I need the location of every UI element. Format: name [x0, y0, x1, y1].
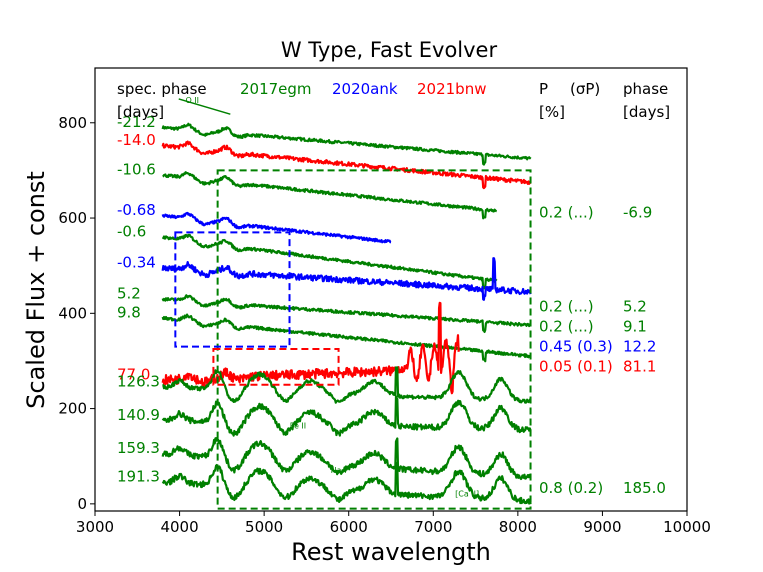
- phase-label--0.68: -0.68: [117, 201, 156, 219]
- polarization-value: 0.8 (0.2): [539, 479, 603, 497]
- spectrum-2020ank--0.34: [161, 257, 532, 301]
- annotation-oii: O II: [185, 96, 199, 105]
- legend-2020ank: 2020ank: [332, 80, 398, 98]
- polarization-phase: 81.1: [623, 358, 656, 376]
- phase-label--14.0: -14.0: [117, 131, 156, 149]
- axis-ticks: 3000 4000 5000 6000 7000 8000 9000 10000 0 200 400…: [58, 114, 711, 536]
- plot-area: -21.2-14.0-10.6-0.68-0.6-0.345.29.877.01…: [117, 96, 666, 510]
- polarization-value: 0.2 (...): [539, 203, 594, 221]
- x-tick-label: 3000: [76, 518, 114, 536]
- y-tick-label: 0: [77, 495, 87, 513]
- phase-label-159.3: 159.3: [117, 439, 160, 457]
- polarization-value: 0.05 (0.1): [539, 358, 613, 376]
- legend-2017egm: 2017egm: [240, 80, 312, 98]
- x-tick-label: 6000: [330, 518, 368, 536]
- annotation-caii: [Ca II]: [455, 490, 479, 499]
- y-tick-label: 800: [58, 114, 87, 132]
- phase-label-5.2: 5.2: [117, 284, 141, 302]
- polarization-phase: -6.9: [623, 203, 652, 221]
- annotation-nai: Na I: [331, 466, 347, 475]
- spectrum-2021bnw--14.0: [161, 140, 532, 190]
- y-tick-label: 200: [58, 400, 87, 418]
- p-label: P: [539, 80, 548, 98]
- polarization-phase: 185.0: [623, 479, 666, 497]
- phase-label-77.0: 77.0: [117, 365, 150, 383]
- polarization-phase: 12.2: [623, 338, 656, 356]
- y-axis-title: Scaled Flux + const: [22, 171, 50, 409]
- x-tick-label: 8000: [499, 518, 537, 536]
- legend-2021bnw: 2021bnw: [417, 80, 486, 98]
- phase-label--21.2: -21.2: [117, 113, 156, 131]
- percent-label: [%]: [539, 103, 565, 121]
- y-tick-label: 600: [58, 209, 87, 227]
- spectrum-2017egm-126.3: [162, 366, 532, 404]
- spectrum-2017egm--10.6: [162, 171, 498, 220]
- x-tick-label: 4000: [160, 518, 198, 536]
- polarization-value: 0.2 (...): [539, 318, 594, 336]
- oii-marker-line: [178, 98, 231, 115]
- spec-phase-label: spec. phase: [117, 80, 207, 98]
- phase-label-140.9: 140.9: [117, 406, 160, 424]
- spectrum-2017egm-5.2: [161, 294, 532, 334]
- phase-label-9.8: 9.8: [117, 303, 141, 321]
- polarization-phase: 5.2: [623, 298, 647, 316]
- y-tick-label: 400: [58, 304, 87, 322]
- x-tick-label: 5000: [245, 518, 283, 536]
- zoom-box-2021bnw: [212, 348, 340, 386]
- x-axis-title: Rest wavelength: [291, 538, 491, 566]
- spectrum-2017egm--0.6: [161, 233, 498, 290]
- chart-title: W Type, Fast Evolver: [281, 38, 498, 62]
- zoom-box-2020ank: [174, 231, 291, 348]
- phase-label: phase: [623, 80, 668, 98]
- days-right-label: [days]: [623, 103, 670, 121]
- spectrum-2017egm-159.3: [161, 437, 532, 481]
- spectrum-2017egm--21.2: [161, 122, 532, 166]
- phase-label-126.3: 126.3: [117, 372, 160, 390]
- polarization-phase: 9.1: [623, 318, 647, 336]
- phase-label--0.6: -0.6: [117, 222, 146, 240]
- spectrum-2020ank--0.68: [161, 211, 392, 244]
- phase-label--10.6: -10.6: [117, 160, 156, 178]
- x-tick-label: 7000: [414, 518, 452, 536]
- spectrum-2021bnw-77.0: [161, 301, 460, 395]
- plot-frame: [94, 67, 688, 512]
- polarization-value: 0.45 (0.3): [539, 338, 613, 356]
- spectrum-2017egm-191.3: [161, 461, 532, 505]
- phase-label-191.3: 191.3: [117, 468, 160, 486]
- header-labels: spec. phase [days] 2017egm 2020ank 2021b…: [117, 80, 670, 121]
- spectrum-2017egm-140.9: [161, 395, 532, 437]
- x-tick-label: 10000: [663, 518, 711, 536]
- days-left-label: [days]: [117, 103, 164, 121]
- annotation-feii: Fe II: [290, 422, 306, 431]
- zoom-box-2017egm: [216, 169, 532, 510]
- polarization-value: 0.2 (...): [539, 298, 594, 316]
- spectrum-2017egm-9.8: [161, 313, 532, 363]
- x-tick-label: 9000: [583, 518, 621, 536]
- phase-label--0.34: -0.34: [117, 253, 156, 271]
- sigma-p-label: (σP): [570, 80, 600, 98]
